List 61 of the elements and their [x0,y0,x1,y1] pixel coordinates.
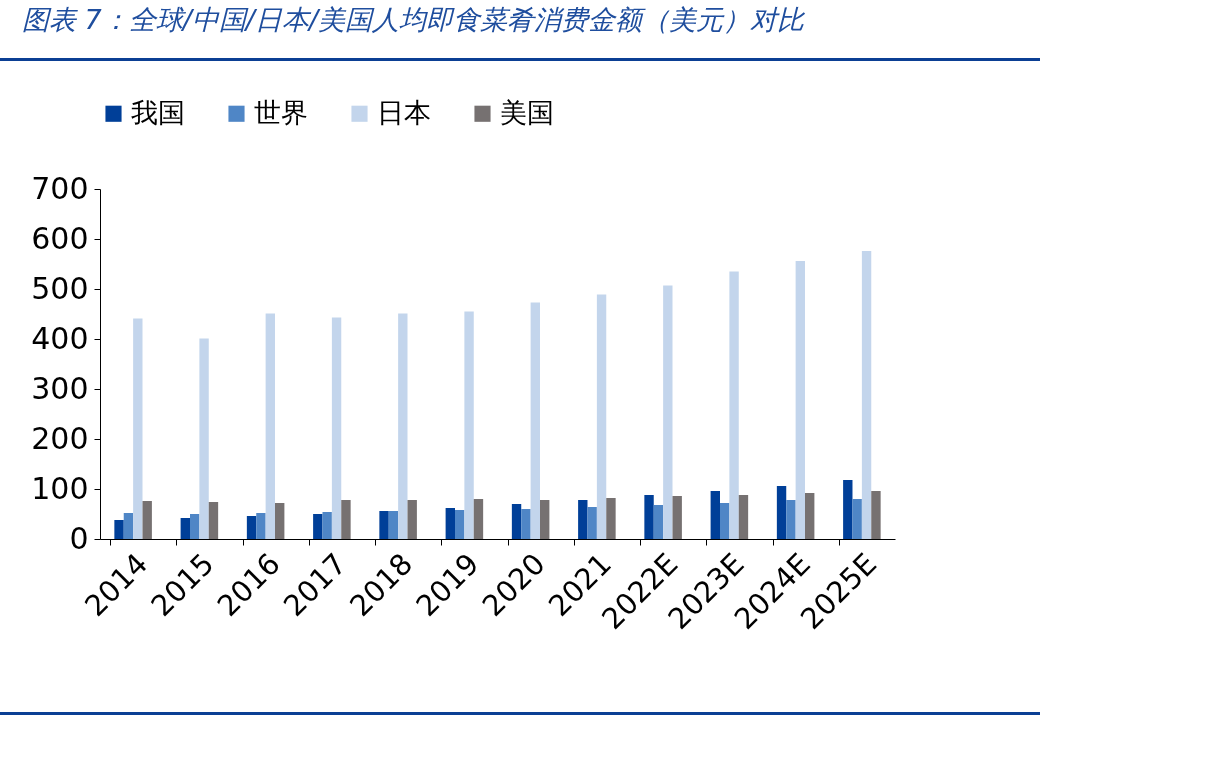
bar [672,496,682,539]
bar [578,500,588,539]
bar [795,261,806,539]
y-tick-label: 0 [69,520,89,556]
bar [256,513,266,539]
bar [445,508,455,539]
bar [331,317,342,539]
bar [123,513,134,539]
bar [719,503,730,539]
bar [265,313,276,539]
bar [738,495,749,539]
bar [473,499,484,539]
bar [540,500,550,539]
y-tick-label: 500 [31,270,89,306]
bar [805,493,815,539]
bar [729,271,739,539]
bar [852,499,862,539]
bar [786,500,796,539]
legend-label: 美国 [500,96,554,128]
bar [407,500,417,539]
bar [530,302,541,539]
bar [871,491,881,539]
bar [189,514,200,539]
bar [142,501,152,539]
bar [644,495,654,539]
bar [653,505,664,539]
bar [454,510,465,539]
y-tick-label: 400 [31,320,89,356]
legend-label: 世界 [254,96,308,128]
bar [398,313,408,539]
y-tick-label: 300 [31,370,89,406]
y-tick-label: 200 [31,420,89,456]
bar [208,502,219,539]
bar [663,285,673,539]
chart-title: 图表 7：全球/中国/日本/美国人均即食菜肴消费金额（美元）对比 [22,3,805,37]
bar [180,518,190,539]
legend-label: 我国 [131,96,185,128]
bar [776,486,787,539]
bar [464,311,474,539]
bar [388,511,399,539]
bar [596,294,607,539]
bar [275,503,285,539]
bar [199,338,209,539]
bar [133,318,143,539]
bar [246,516,257,539]
bar [606,498,616,539]
bar [114,520,124,539]
bar [511,504,522,539]
y-tick-label: 600 [31,220,89,256]
bar [710,491,720,539]
y-tick-label: 700 [31,170,89,206]
y-tick-label: 100 [31,470,89,506]
bar [341,500,351,539]
bar [861,251,872,539]
bar [587,507,597,539]
legend-label: 日本 [377,96,431,128]
bar [322,512,332,539]
bar [521,509,531,539]
bar [843,480,853,539]
bar [379,511,389,539]
bar [313,514,323,539]
